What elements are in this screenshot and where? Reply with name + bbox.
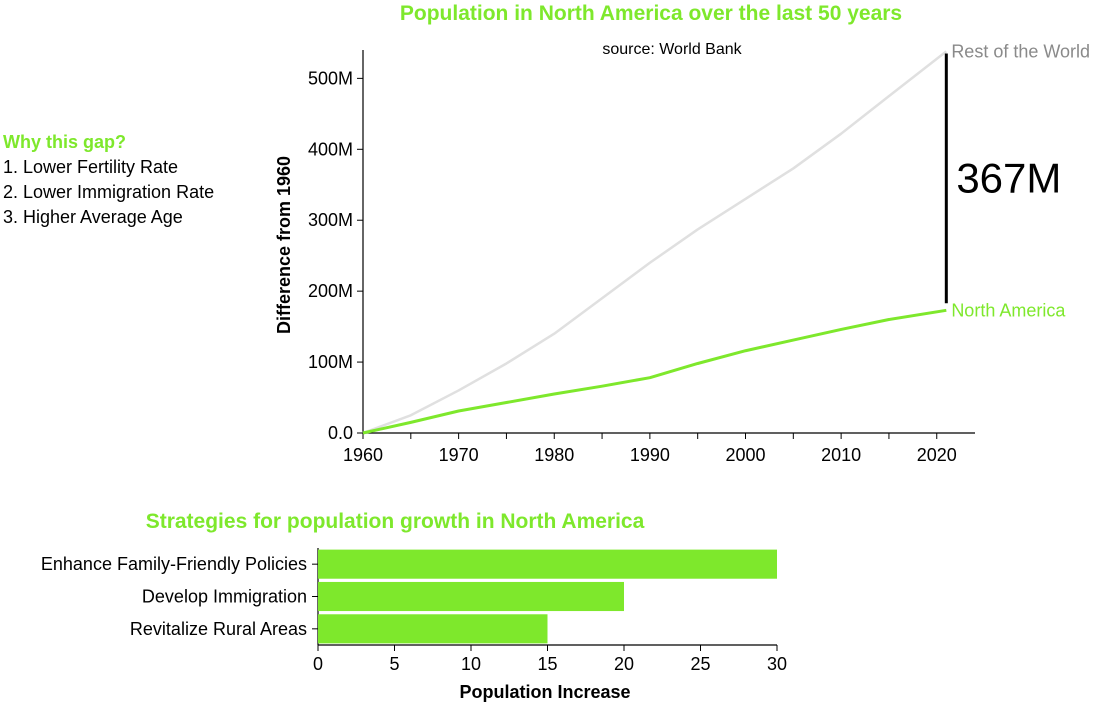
- line-chart-y-tick-label: 400M: [308, 139, 353, 159]
- bar-chart-x-tick-label: 20: [614, 654, 634, 674]
- bar-chart-x-tick-label: 30: [767, 654, 787, 674]
- watermark-text: 掘金技术社区 @ 数据智能老司机: [787, 660, 1078, 683]
- series-label-rest-of-the-world: Rest of the World: [951, 41, 1090, 61]
- bar-revitalize-rural-areas: [318, 614, 548, 644]
- line-chart-y-tick-label: 0.0: [328, 423, 353, 443]
- bar-chart-x-tick-label: 5: [389, 654, 399, 674]
- bar-chart-x-axis-title: Population Increase: [459, 682, 630, 702]
- bar-category-label: Enhance Family-Friendly Policies: [41, 554, 307, 574]
- line-chart-axes: 1960 1970 1980 1990 2000 2010 2020 0.0 100M 200M 3…: [308, 50, 975, 465]
- line-chart-x-tick-label: 2000: [725, 445, 765, 465]
- bar-enhance-family-friendly-policies: [318, 549, 777, 579]
- line-chart-annotations: 367M: [944, 53, 1061, 304]
- bar-chart-x-tick-label: 0: [313, 654, 323, 674]
- bar-chart-axes: 0 5 10 15 20 25 30 Enhance Family-Friendly Poli…: [41, 548, 787, 674]
- bar-chart-x-tick-label: 25: [690, 654, 710, 674]
- line-chart-x-tick-label: 1970: [439, 445, 479, 465]
- line-chart-y-tick-label: 200M: [308, 281, 353, 301]
- bar-chart-title: Strategies for population growth in Nort…: [146, 510, 645, 533]
- bar-chart-bars: [318, 549, 777, 644]
- bar-category-label: Revitalize Rural Areas: [130, 619, 307, 639]
- gap-note-item-1: 1. Lower Fertility Rate: [3, 157, 178, 177]
- bar-chart-x-tick-label: 10: [461, 654, 481, 674]
- line-chart-series: Rest of the World North America: [362, 41, 1090, 435]
- bar-develop-immigration: [318, 581, 624, 612]
- line-chart-y-tick-label: 300M: [308, 210, 353, 230]
- gap-notes-title: Why this gap?: [3, 132, 126, 152]
- line-chart-title: Population in North America over the las…: [400, 2, 902, 25]
- series-line-north-america: [362, 308, 947, 435]
- series-line-rest-of-the-world: [362, 50, 948, 435]
- bar-category-label: Develop Immigration: [142, 587, 307, 607]
- gap-note-item-2: 2. Lower Immigration Rate: [3, 182, 214, 202]
- line-chart-x-tick-label: 2010: [821, 445, 861, 465]
- line-chart-x-tick-label: 1990: [630, 445, 670, 465]
- line-chart-y-axis-title: Difference from 1960: [274, 156, 294, 334]
- line-chart-x-tick-label: 1960: [343, 445, 383, 465]
- line-chart-x-tick-label: 1980: [534, 445, 574, 465]
- gap-value-label: 367M: [956, 154, 1061, 201]
- series-label-north-america: North America: [951, 300, 1066, 320]
- line-chart-y-tick-label: 100M: [308, 352, 353, 372]
- line-chart-subtitle: source: World Bank: [602, 41, 742, 58]
- line-chart-y-tick-label: 500M: [308, 68, 353, 88]
- bar-chart-x-tick-label: 15: [537, 654, 557, 674]
- gap-note-item-3: 3. Higher Average Age: [3, 207, 183, 227]
- line-chart-x-tick-label: 2020: [917, 445, 957, 465]
